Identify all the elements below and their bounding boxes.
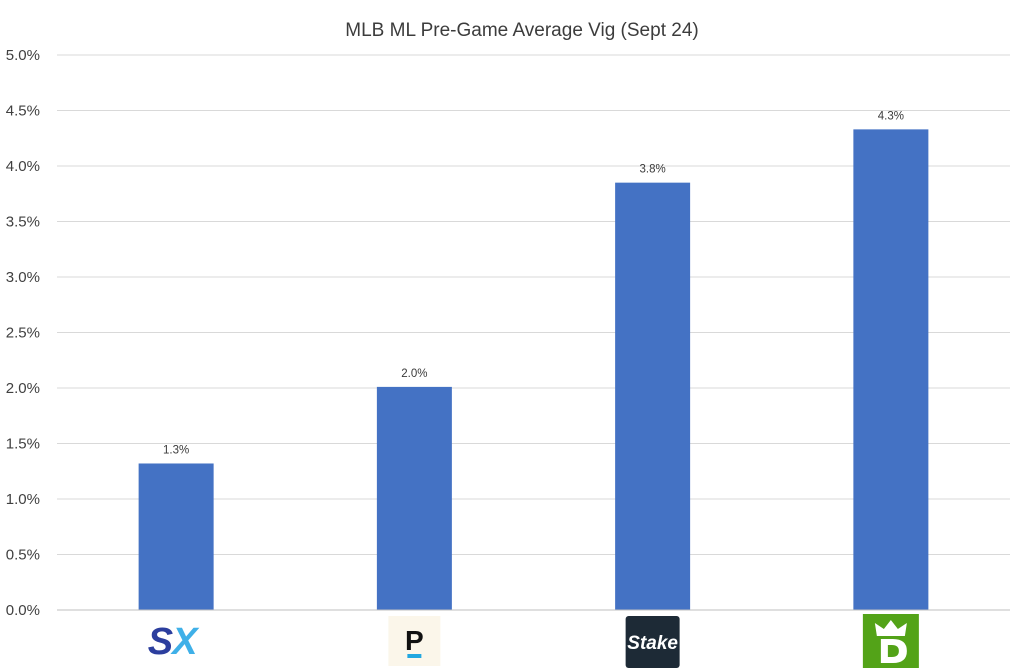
crown-icon (874, 620, 907, 636)
y-tick-label: 1.5% (6, 436, 40, 453)
y-tick-label: 4.0% (6, 158, 40, 175)
y-tick-label: 0.0% (6, 602, 40, 619)
draftkings-logo (862, 614, 919, 668)
logo-wordmark: Stake (627, 633, 678, 654)
y-tick-label: 2.0% (6, 380, 40, 397)
stake-logo: Stake (625, 616, 680, 668)
logo-letter: P (405, 625, 424, 656)
y-tick-label: 3.0% (6, 269, 40, 286)
bar (138, 463, 214, 610)
logo-letter-d (880, 639, 907, 663)
data-label: 4.3% (878, 110, 904, 122)
y-axis-tick-labels: 0.0% 0.5% 1.0% 1.5% 2.0% 2.5% 3.0% 3.5% 4.0% 4.5%… (6, 47, 40, 619)
data-label: 3.8% (640, 164, 666, 176)
logo-letter: S (148, 621, 173, 663)
y-tick-label: 1.0% (6, 491, 40, 508)
bars (138, 129, 929, 610)
logo-background (625, 616, 680, 668)
logo-letter: X (170, 621, 200, 663)
chart-title: MLB ML Pre-Game Average Vig (Sept 24) (345, 20, 698, 41)
category-logos: S X P Stake (148, 614, 919, 668)
y-tick-label: 4.5% (6, 103, 40, 120)
y-tick-label: 3.5% (6, 214, 40, 231)
bar (376, 386, 452, 610)
data-labels: 1.3% 2.0% 3.8% 4.3% (163, 110, 904, 456)
y-tick-label: 2.5% (6, 325, 40, 342)
y-tick-label: 0.5% (6, 547, 40, 564)
bar (853, 129, 929, 610)
y-tick-label: 5.0% (6, 47, 40, 64)
prophetx-logo: P (388, 616, 441, 666)
data-label: 1.3% (163, 444, 189, 456)
gridlines (57, 54, 1010, 555)
data-label: 2.0% (401, 368, 427, 380)
logo-underline (407, 654, 422, 658)
bar (615, 182, 691, 610)
